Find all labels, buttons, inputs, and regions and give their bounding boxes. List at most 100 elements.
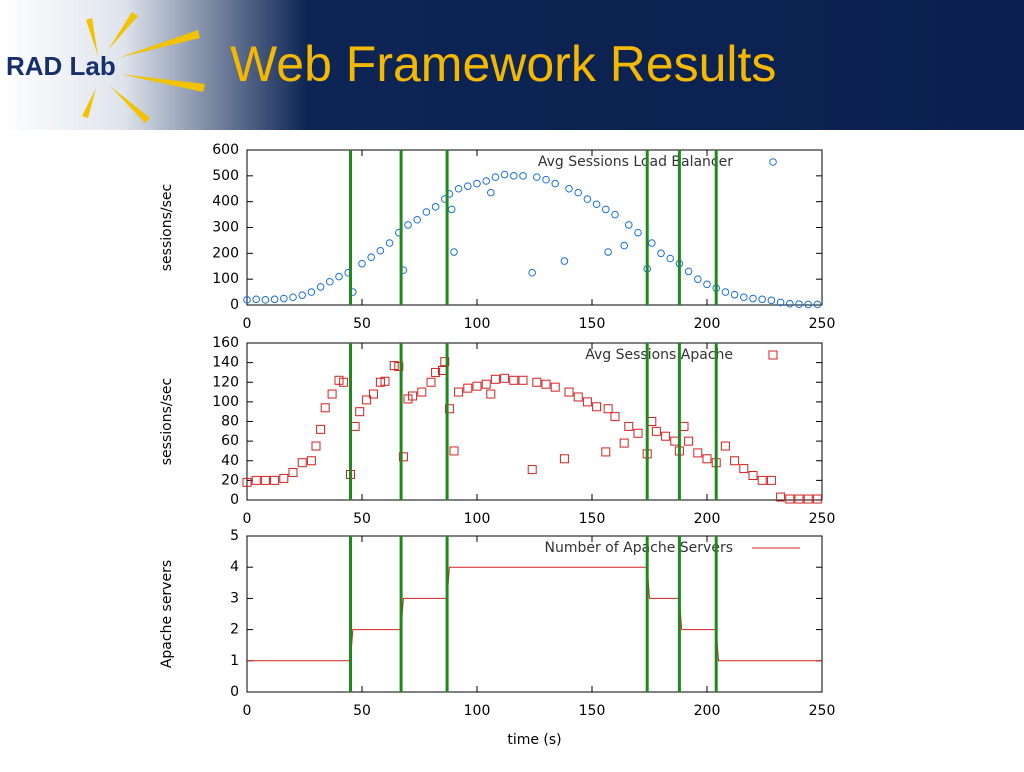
x-tick-label: 50 [353, 511, 371, 527]
x-axis-label: time (s) [507, 732, 561, 748]
point [463, 383, 473, 393]
point [426, 377, 436, 387]
point [604, 248, 612, 256]
point [527, 465, 537, 475]
point [625, 221, 633, 229]
point [602, 205, 610, 214]
point [252, 295, 261, 304]
point [464, 182, 472, 190]
point [472, 381, 482, 391]
point [449, 446, 459, 456]
x-tick-label: 100 [464, 703, 491, 719]
point [316, 283, 325, 291]
point [551, 179, 560, 188]
point [440, 357, 450, 367]
point [335, 272, 343, 281]
point [280, 294, 288, 303]
point [647, 417, 657, 426]
point [490, 374, 500, 384]
point [473, 179, 481, 188]
y-tick-label: 100 [212, 394, 239, 410]
point [648, 239, 656, 247]
point [564, 387, 574, 397]
x-tick-label: 150 [579, 316, 606, 332]
point [804, 300, 813, 309]
point [398, 452, 408, 462]
y-tick-label: 60 [221, 433, 239, 449]
point [481, 379, 491, 389]
point [739, 464, 749, 474]
point [582, 397, 592, 407]
point [450, 248, 458, 256]
point [803, 494, 813, 504]
point [362, 395, 372, 405]
point [487, 188, 495, 197]
legend-marker [768, 350, 778, 360]
point [757, 475, 767, 485]
x-tick-label: 200 [694, 511, 721, 527]
point [542, 175, 550, 184]
y-tick-label: 4 [230, 559, 239, 575]
point [573, 392, 583, 402]
y-tick-label: 40 [221, 453, 239, 469]
point [532, 377, 542, 387]
point [307, 288, 316, 296]
point [369, 389, 378, 399]
point [611, 210, 619, 219]
point [326, 277, 334, 286]
point [358, 259, 366, 268]
x-tick-label: 100 [464, 316, 491, 332]
point [422, 208, 431, 216]
slide-title: Web Framework Results [230, 36, 776, 92]
point [813, 300, 822, 309]
point [389, 361, 399, 371]
point [684, 267, 693, 276]
logo: RAD Lab [6, 51, 116, 81]
y-tick-label: 500 [212, 168, 239, 184]
x-tick-label: 100 [464, 511, 491, 527]
point [720, 441, 730, 451]
point [661, 431, 671, 441]
point [251, 475, 261, 485]
point [633, 428, 643, 438]
point [703, 280, 711, 289]
y-tick-label: 0 [230, 297, 239, 313]
point [812, 494, 822, 504]
point [306, 456, 316, 466]
point [431, 203, 440, 211]
point [500, 373, 510, 383]
y-tick-label: 5 [230, 528, 239, 544]
series-line [247, 566, 822, 662]
point [694, 275, 702, 283]
y-tick-label: 400 [212, 194, 239, 210]
point [242, 477, 252, 487]
point [320, 403, 330, 413]
point [634, 228, 642, 237]
x-tick-label: 50 [353, 316, 371, 332]
point [533, 173, 541, 181]
point [375, 377, 385, 387]
point [670, 436, 680, 446]
point [795, 300, 803, 309]
point [408, 391, 418, 401]
point [482, 177, 491, 185]
point [776, 298, 785, 307]
point [559, 454, 569, 464]
point [767, 296, 776, 305]
x-tick-label: 200 [694, 316, 721, 332]
y-axis-label: Apache servers [159, 560, 175, 668]
point [560, 257, 569, 265]
point [297, 458, 307, 468]
point [624, 421, 634, 431]
point [610, 412, 620, 422]
x-tick-label: 200 [694, 703, 721, 719]
point [766, 475, 776, 485]
point [355, 407, 365, 417]
point [786, 299, 794, 308]
point [776, 492, 786, 502]
point [279, 473, 289, 483]
point [519, 172, 527, 180]
point [509, 375, 519, 385]
y-tick-label: 20 [221, 472, 239, 488]
